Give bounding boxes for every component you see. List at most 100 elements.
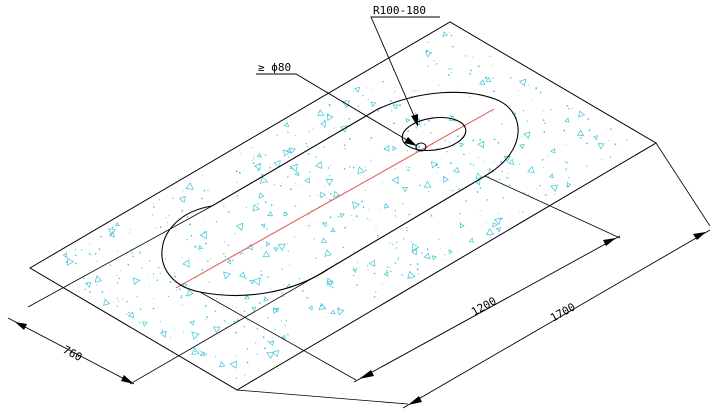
hatch-speckle	[290, 167, 292, 170]
hatch-speckle	[392, 122, 395, 125]
hatch-speckle	[251, 147, 254, 149]
hatch-speckle	[186, 239, 188, 241]
hatch-speckle	[426, 248, 429, 251]
hatch-speckle	[365, 169, 367, 172]
hatch-triangle-icon	[383, 202, 390, 209]
hatch-triangle-icon	[352, 268, 358, 273]
hatch-speckle	[415, 127, 418, 129]
hatch-triangle-icon	[212, 326, 221, 334]
hatch-speckle	[377, 110, 380, 112]
hatch-speckle	[522, 211, 524, 213]
hatch-speckle	[159, 272, 161, 275]
hatch-speckle	[246, 319, 248, 321]
hatch-speckle	[536, 188, 538, 190]
hatch-triangle-icon	[468, 237, 474, 243]
hatch-triangle-icon	[160, 331, 167, 338]
hatch-speckle	[327, 167, 330, 169]
hatch-speckle	[235, 170, 238, 173]
hatch-speckle	[148, 285, 150, 287]
hatch-triangle-icon	[407, 270, 416, 279]
hatch-speckle	[418, 273, 420, 275]
hatch-speckle	[544, 193, 547, 196]
hatch-speckle	[190, 234, 193, 237]
hatch-speckle	[539, 91, 542, 94]
hatch-speckle	[194, 350, 196, 353]
hatch-speckle	[96, 284, 98, 286]
hatch-triangle-icon	[430, 160, 439, 169]
hatch-speckle	[281, 268, 283, 270]
hatch-speckle	[349, 166, 351, 168]
hatch-speckle	[194, 245, 196, 248]
hatch-speckle	[169, 281, 172, 284]
hatch-speckle	[587, 118, 589, 120]
hatch-speckle	[428, 190, 430, 192]
hatch-speckle	[118, 258, 120, 260]
hatch-triangle-icon	[452, 166, 460, 174]
hatch-triangle-icon	[392, 104, 399, 110]
hatch-speckle	[264, 201, 267, 204]
hatch-speckle	[375, 225, 377, 227]
hatch-speckle	[449, 189, 451, 191]
hatch-speckle	[329, 199, 331, 201]
hatch-speckle	[227, 244, 230, 246]
hatch-speckle	[290, 188, 292, 191]
hatch-triangle-icon	[431, 255, 437, 261]
hatch-triangle-icon	[185, 181, 194, 190]
hatch-speckle	[305, 142, 308, 145]
hatch-speckle	[459, 212, 461, 215]
hatch-speckle	[285, 320, 288, 322]
hatch-speckle	[161, 329, 164, 332]
hatch-speckle	[166, 222, 168, 224]
hatch-speckle	[138, 321, 141, 324]
hatch-speckle	[329, 193, 332, 195]
hatch-speckle	[139, 252, 141, 254]
hatch-triangle-icon	[308, 305, 313, 311]
hatch-speckle	[224, 256, 226, 258]
hatch-speckle	[181, 209, 184, 212]
hatch-speckle	[205, 319, 207, 321]
hatch-speckle	[486, 222, 488, 223]
hatch-triangle-icon	[477, 140, 485, 149]
hatch-triangle-icon	[277, 243, 286, 252]
hatch-speckle	[236, 319, 239, 322]
hatch-triangle-icon	[114, 221, 120, 227]
hatch-speckle	[543, 131, 546, 133]
dimension-arrow-1200-start	[359, 370, 374, 379]
hatch-speckle	[367, 218, 369, 220]
hatch-speckle	[369, 220, 371, 222]
hatch-speckle	[338, 216, 340, 218]
hatch-speckle	[394, 209, 396, 212]
hatch-speckle	[215, 356, 217, 358]
hatch-triangle-icon	[442, 31, 448, 37]
hatch-triangle-icon	[475, 172, 483, 180]
hatch-triangle-icon	[527, 166, 535, 174]
hatch-speckle	[116, 250, 118, 252]
hatch-speckle	[608, 140, 610, 142]
hatch-speckle	[267, 317, 269, 319]
hatch-speckle	[464, 55, 467, 57]
hatch-speckle	[129, 232, 131, 234]
hatch-triangle-icon	[229, 360, 238, 369]
radius-circle	[401, 116, 467, 152]
hatch-speckle	[139, 308, 142, 310]
hatch-speckle	[153, 277, 155, 279]
hatch-triangle-icon	[460, 222, 465, 229]
hatch-speckle	[266, 182, 268, 184]
hatch-speckle	[407, 130, 410, 132]
hatch-speckle	[369, 139, 371, 141]
hatch-speckle	[153, 298, 155, 300]
hatch-speckle	[514, 112, 517, 115]
hatch-triangle-icon	[593, 135, 598, 141]
hatch-speckle	[109, 264, 112, 267]
hatch-triangle-icon	[519, 143, 525, 150]
hatch-speckle	[287, 333, 289, 336]
dimension-line-760	[7, 317, 135, 385]
hatch-speckle	[160, 320, 162, 323]
hatch-speckle	[450, 68, 452, 70]
hatch-speckle	[158, 199, 160, 201]
hatch-speckle	[366, 265, 369, 267]
hatch-speckle	[201, 197, 203, 200]
hatch-triangle-icon	[223, 271, 232, 280]
hatch-triangle-icon	[507, 158, 515, 165]
hatch-speckle	[386, 266, 389, 268]
